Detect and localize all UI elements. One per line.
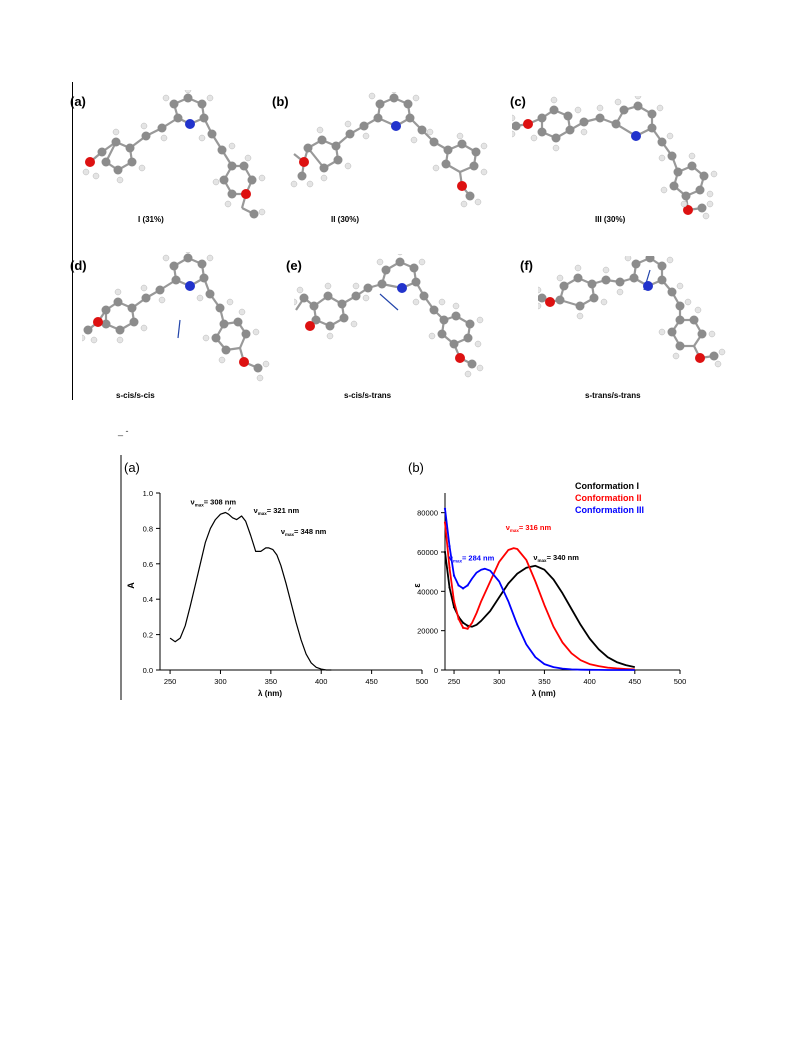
- conformer-caption-f: s-trans/s-trans: [585, 391, 641, 400]
- legend-entry: Conformation I: [575, 481, 639, 491]
- molecule-image-d: [82, 252, 270, 382]
- y-tick-label: 0.8: [143, 524, 153, 533]
- series-point-1: [448, 566, 451, 569]
- molecule-image-c: [512, 96, 718, 220]
- series-point-1: [461, 626, 465, 629]
- series-point-0: [461, 621, 465, 624]
- x-axis-label: λ (nm): [532, 689, 556, 698]
- x-tick-label: 300: [214, 677, 227, 686]
- series-point-0: [448, 586, 451, 589]
- conformer-structures-figure: (a) II (30%) I (31%) (b): [70, 82, 734, 402]
- series-point-2: [466, 584, 469, 587]
- molecule-image-a: [82, 90, 266, 219]
- series-point-2: [443, 507, 447, 510]
- x-tick-label: 350: [265, 677, 278, 686]
- molecule-image-b: [290, 92, 488, 208]
- conformer-caption-b: II (30%): [331, 215, 360, 224]
- y-tick-label: 0.0: [143, 666, 153, 675]
- x-tick-label: 250: [448, 677, 461, 686]
- series-point-2: [448, 545, 451, 548]
- x-tick-label: 300: [493, 677, 506, 686]
- annotation-arrow: [228, 507, 231, 511]
- series-point-1: [457, 617, 460, 620]
- panel-label-e: (e): [286, 258, 302, 273]
- y-tick-label: 0: [434, 666, 438, 675]
- y-axis-label: A: [126, 582, 136, 589]
- peak-annotation: νmax= 308 nm: [191, 497, 237, 507]
- y-tick-label: 80000: [417, 509, 438, 518]
- molecule-image-e: [294, 254, 484, 378]
- spectra-svg: (a) 250 300 350 400 450 500 0.0 0.2 0.4 0.6 0.8 1.0 λ…: [120, 455, 686, 700]
- x-tick-label: 400: [583, 677, 596, 686]
- x-tick-label: 250: [164, 677, 177, 686]
- x-tick-label: 450: [629, 677, 642, 686]
- y-tick-label: 0.2: [143, 631, 153, 640]
- series-point-1: [466, 627, 469, 630]
- panel-label-f: (f): [520, 258, 533, 273]
- series-line-0: [169, 511, 332, 671]
- conformer-caption-d: s-cis/s-cis: [116, 391, 155, 400]
- stray-mark: _ -: [118, 426, 129, 436]
- series-point-1: [443, 521, 447, 524]
- chart-panel-label: (a): [124, 460, 140, 475]
- y-tick-label: 40000: [417, 587, 438, 596]
- peak-annotation: νmax= 321 nm: [254, 506, 300, 516]
- legend-entry: Conformation II: [575, 493, 642, 503]
- legend-entry: Conformation III: [575, 505, 644, 515]
- series-point-2: [452, 574, 456, 577]
- y-tick-label: 0.6: [143, 560, 153, 569]
- peak-annotation: νmax= 348 nm: [281, 527, 327, 537]
- y-tick-label: 1.0: [143, 489, 153, 498]
- x-tick-label: 450: [365, 677, 378, 686]
- x-tick-label: 500: [416, 677, 429, 686]
- series-point-2: [461, 587, 465, 590]
- chart-panel-label: (b): [408, 460, 424, 475]
- peak-annotation: νmax= 340 nm: [533, 553, 579, 563]
- chart-a: (a) 250 300 350 400 450 500 0.0 0.2 0.4 0.6 0.8 1.0 λ…: [124, 460, 428, 698]
- y-axis-label: ε: [412, 583, 422, 588]
- molecule-image-f: [538, 256, 726, 368]
- series-line-2: [444, 508, 635, 671]
- x-tick-label: 500: [674, 677, 687, 686]
- peak-annotation: νmax= 284 nm: [449, 554, 495, 564]
- panel-label-d: (d): [70, 258, 87, 273]
- x-axis-label: λ (nm): [258, 689, 282, 698]
- conformer-caption-c: III (30%): [595, 215, 626, 224]
- series-line-0: [444, 551, 635, 668]
- series-point-0: [466, 624, 469, 627]
- panel-label-b: (b): [272, 94, 289, 109]
- conformer-caption-e: s-cis/s-trans: [344, 391, 392, 400]
- series-point-0: [443, 550, 447, 554]
- figure-left-border: [72, 82, 73, 400]
- y-tick-label: 60000: [417, 548, 438, 557]
- x-tick-label: 400: [315, 677, 328, 686]
- y-tick-label: 20000: [417, 627, 438, 636]
- spectra-figure: (a) 250 300 350 400 450 500 0.0 0.2 0.4 0.6 0.8 1.0 λ…: [120, 455, 700, 700]
- series-point-2: [457, 584, 460, 587]
- panel-label-c: (c): [510, 94, 526, 109]
- panel-label-a: (a): [70, 94, 86, 109]
- series-line-1: [444, 522, 635, 671]
- conformer-caption-a: I (31%): [138, 215, 164, 224]
- x-tick-label: 350: [538, 677, 551, 686]
- y-tick-label: 0.4: [143, 595, 153, 604]
- chart-b: (b) 250 300 350 400 450 500 0 20000 40000 60000 800…: [408, 460, 686, 698]
- series-point-1: [452, 600, 456, 603]
- peak-annotation: νmax= 316 nm: [506, 523, 552, 533]
